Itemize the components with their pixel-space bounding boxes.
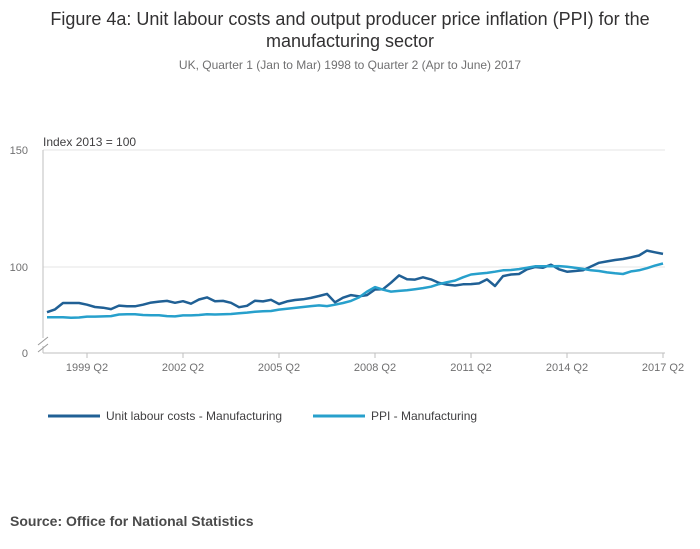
legend-label: Unit labour costs - Manufacturing <box>106 409 282 423</box>
legend-label: PPI - Manufacturing <box>371 409 477 423</box>
x-tick-label: 2014 Q2 <box>546 362 588 374</box>
axis-break-marker <box>37 336 49 353</box>
y-tick-label: 100 <box>10 262 28 274</box>
chart-subtitle: UK, Quarter 1 (Jan to Mar) 1998 to Quart… <box>178 58 522 72</box>
chart-title: Figure 4a: Unit labour costs and output … <box>50 9 650 51</box>
x-tick-label: 2008 Q2 <box>354 362 396 374</box>
y-tick-label: 150 <box>10 145 28 157</box>
x-tick-label: 2005 Q2 <box>258 362 300 374</box>
series-line-unit-labour-costs <box>46 249 664 314</box>
y-tick-label: 0 <box>22 348 28 360</box>
y-axis-label: Index 2013 = 100 <box>43 135 136 149</box>
source-note: Source: Office for National Statistics <box>10 513 254 529</box>
series-line-ppi <box>47 262 664 320</box>
x-tick-label: 2017 Q2 <box>642 362 684 374</box>
series-lines <box>46 249 664 320</box>
gridlines <box>43 149 665 268</box>
legend: Unit labour costs - Manufacturing PPI - M… <box>48 409 477 423</box>
x-tick-label: 2002 Q2 <box>162 362 204 374</box>
x-tick-label: 1999 Q2 <box>66 362 108 374</box>
x-axis: 1999 Q2 2002 Q2 2005 Q2 2008 Q2 2011 Q2 2014 … <box>66 353 684 374</box>
x-tick-label: 2011 Q2 <box>450 362 491 374</box>
y-axis: 150 100 0 Index 2013 = 100 <box>10 135 665 360</box>
